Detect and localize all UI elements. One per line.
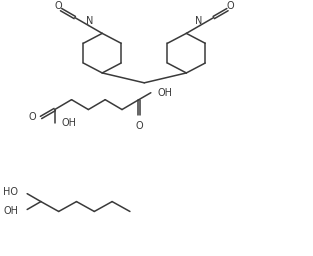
Text: O: O <box>54 1 62 11</box>
Text: HO: HO <box>3 187 18 197</box>
Text: N: N <box>195 16 203 26</box>
Text: O: O <box>227 1 234 11</box>
Text: OH: OH <box>3 207 18 217</box>
Text: OH: OH <box>62 119 77 129</box>
Text: N: N <box>86 16 93 26</box>
Text: O: O <box>28 112 36 122</box>
Text: O: O <box>135 121 143 131</box>
Text: OH: OH <box>158 88 173 98</box>
